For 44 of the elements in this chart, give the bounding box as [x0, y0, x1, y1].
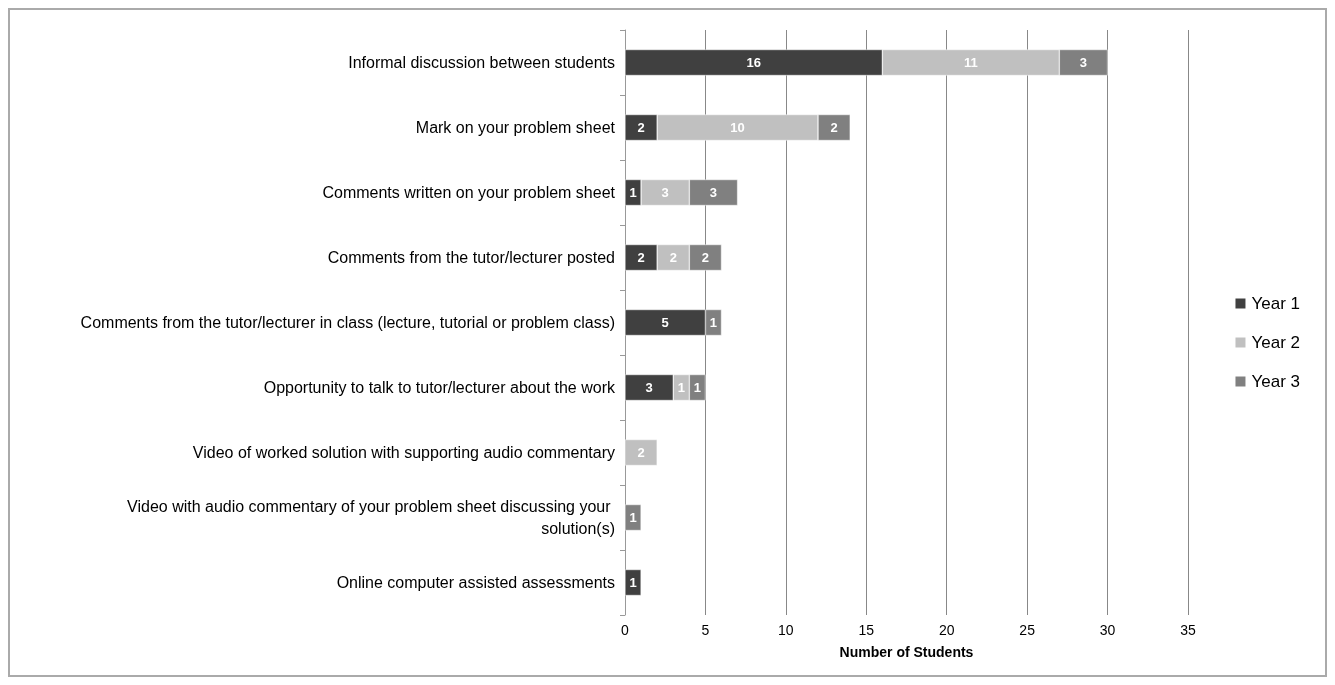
data-label: 1 — [629, 510, 637, 525]
data-label: 1 — [629, 575, 637, 590]
data-label: 1 — [709, 315, 718, 330]
data-label: 1 — [629, 185, 637, 200]
y-tick-label: Comments written on your problem sheet — [322, 184, 616, 201]
data-label: 2 — [637, 120, 645, 135]
x-tick-label: 0 — [621, 622, 630, 638]
bar — [625, 569, 642, 596]
x-tick-label: 25 — [1019, 622, 1036, 638]
y-tick-label: Comments from the tutor/lecturer posted — [327, 249, 615, 266]
legend-label: Year 1 — [1251, 294, 1300, 313]
bar — [625, 504, 642, 531]
data-label: 10 — [730, 120, 745, 135]
bar — [625, 439, 658, 466]
data-label: 3 — [645, 380, 653, 395]
data-label: 3 — [709, 185, 718, 200]
data-label: 16 — [746, 55, 761, 70]
x-tick-label: 30 — [1099, 622, 1116, 638]
data-label: 2 — [701, 250, 710, 265]
x-tick-label: 5 — [701, 622, 710, 638]
data-label: 3 — [1079, 55, 1088, 70]
legend-label: Year 3 — [1251, 372, 1300, 391]
data-label: 2 — [830, 120, 838, 135]
y-tick-label: Comments from the tutor/lecturer in class (lecture, tutorial or problem class) — [80, 314, 615, 331]
data-label: 5 — [661, 315, 669, 330]
data-label: 1 — [693, 380, 701, 395]
y-tick-label: Opportunity to talk to tutor/lecturer about the work — [263, 379, 616, 396]
x-tick-label: 35 — [1180, 622, 1196, 638]
y-tick-label: Informal discussion between students — [348, 54, 615, 71]
legend-label: Year 2 — [1251, 333, 1300, 352]
y-tick-label: Video of worked solution with supporting audio commentary — [192, 444, 615, 461]
data-label: 3 — [661, 185, 669, 200]
data-label: 2 — [637, 250, 645, 265]
data-label: 11 — [963, 55, 978, 70]
x-tick-label: 20 — [938, 622, 955, 638]
y-tick-label: Mark on your problem sheet — [415, 119, 616, 136]
y-tick-label: Video with audio commentary of your problem sheet discussing your solution(s) — [127, 498, 615, 537]
x-tick-label: 10 — [778, 622, 794, 638]
x-axis-title: Number of Students — [839, 644, 974, 660]
y-tick-label: Online computer assisted assessments — [336, 574, 615, 591]
data-label: 2 — [669, 250, 677, 265]
data-label: 1 — [677, 380, 685, 395]
x-tick-label: 15 — [858, 622, 875, 638]
data-label: 2 — [637, 445, 645, 460]
